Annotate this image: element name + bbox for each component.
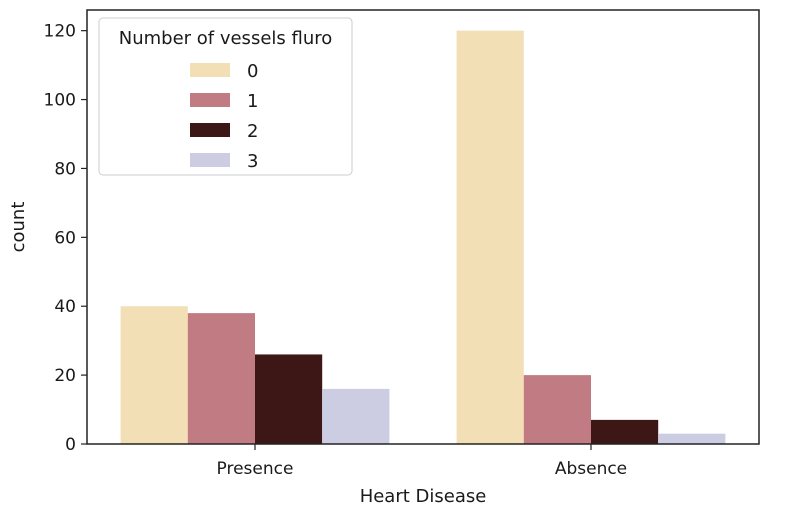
legend-label-0: 0 xyxy=(247,61,258,82)
bar-presence-2 xyxy=(255,354,323,444)
y-axis-label: count xyxy=(8,202,29,253)
bar-absence-0 xyxy=(456,30,524,445)
y-tick-label: 100 xyxy=(44,91,76,111)
y-tick-label: 80 xyxy=(54,159,76,179)
x-tick-label: Presence xyxy=(217,459,294,479)
bar-presence-0 xyxy=(120,306,188,444)
plot-frame xyxy=(86,9,760,445)
y-tick-label: 60 xyxy=(54,228,76,248)
y-tick-label: 20 xyxy=(54,366,76,386)
x-axis-label: Heart Disease xyxy=(360,486,487,507)
bar-absence-1 xyxy=(523,375,591,444)
legend-label-1: 1 xyxy=(247,91,258,112)
bar-presence-3 xyxy=(322,388,390,444)
y-tick-label: 120 xyxy=(44,22,76,42)
y-tick-label: 40 xyxy=(54,297,76,317)
legend-label-3: 3 xyxy=(247,151,258,172)
x-axis-ticks: Presence Absence xyxy=(217,444,627,479)
legend-swatch-2 xyxy=(190,123,230,137)
legend: Number of vessels fluro 0 1 2 3 xyxy=(98,17,353,176)
y-tick-label: 0 xyxy=(65,435,76,455)
x-tick-label: Absence xyxy=(555,459,627,479)
legend-title: Number of vessels fluro xyxy=(119,28,333,49)
y-axis-ticks: 0 20 40 60 80 100 120 xyxy=(44,22,87,455)
bar-absence-3 xyxy=(658,433,726,444)
legend-swatch-0 xyxy=(190,63,230,77)
bars-group xyxy=(120,30,726,445)
legend-swatch-3 xyxy=(190,153,230,167)
legend-items: 0 1 2 3 xyxy=(190,61,258,172)
legend-label-2: 2 xyxy=(247,121,258,142)
legend-swatch-1 xyxy=(190,93,230,107)
bar-absence-2 xyxy=(591,419,659,444)
bar-presence-1 xyxy=(187,313,255,444)
